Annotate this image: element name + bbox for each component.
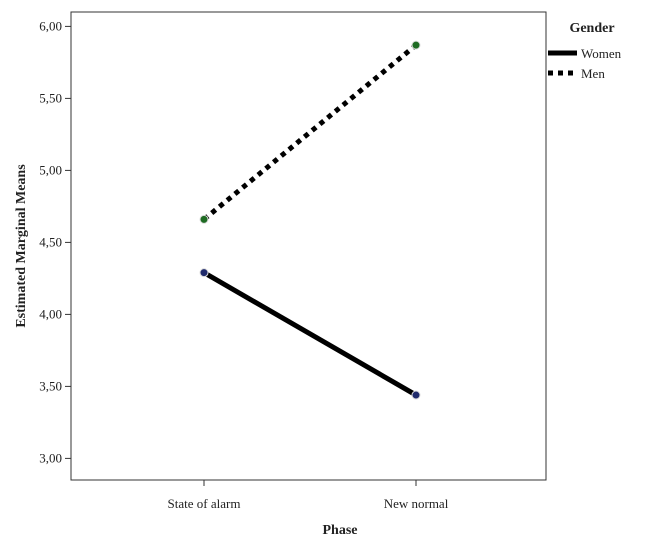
data-point-men <box>199 214 209 224</box>
legend-label-women: Women <box>581 46 622 61</box>
x-tick-label: State of alarm <box>168 496 241 511</box>
y-tick-label: 3,50 <box>39 378 62 393</box>
y-tick-label: 4,50 <box>39 234 62 249</box>
data-point-men <box>411 40 421 50</box>
series-layer <box>199 40 421 400</box>
y-tick-label: 4,00 <box>39 306 62 321</box>
y-tick-label: 6,00 <box>39 18 62 33</box>
y-tick-label: 3,00 <box>39 450 62 465</box>
plot-frame <box>70 11 547 481</box>
x-tick-label: New normal <box>384 496 449 511</box>
data-point-women <box>411 390 421 400</box>
legend: Gender Women Men <box>548 21 622 81</box>
legend-title: Gender <box>569 21 614 36</box>
series-line-women <box>202 270 418 398</box>
x-axis: State of alarm New normal <box>168 480 449 511</box>
y-tick-label: 5,00 <box>39 162 62 177</box>
data-point-women <box>199 268 209 278</box>
y-tick-label: 5,50 <box>39 90 62 105</box>
y-axis-title: Estimated Marginal Means <box>14 164 29 328</box>
legend-label-men: Men <box>581 66 605 81</box>
x-axis-title: Phase <box>323 523 358 538</box>
y-axis: 3,00 3,50 4,00 4,50 5,00 5,50 6,00 <box>39 18 71 465</box>
